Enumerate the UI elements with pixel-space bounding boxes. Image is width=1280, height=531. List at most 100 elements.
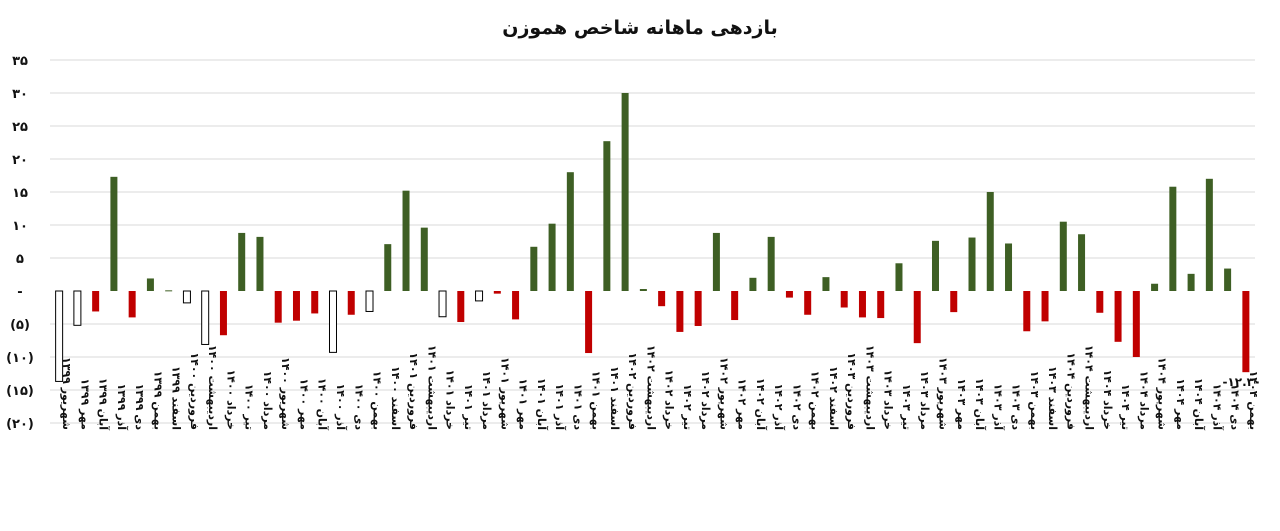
x-tick-label: خرداد ۱۴۰۱	[444, 369, 457, 430]
x-tick-label: آذر ۱۴۰۴	[1210, 384, 1224, 431]
x-tick-label: شهریور ۱۴۰۲	[717, 357, 730, 430]
x-tick-label: مهر ۱۴۰۱	[517, 378, 530, 430]
y-tick-label: -	[17, 285, 22, 300]
bar	[420, 227, 428, 291]
x-axis-labels: شهریور ۱۳۹۹ مهر ۱۳۹۹ آبان ۱۳۹۹ آذر ۱۳۹۹ دی ۱…	[60, 345, 1260, 431]
x-tick-label: مهر ۱۴۰۳	[955, 378, 968, 430]
x-tick-label: آذر ۱۴۰۱	[553, 384, 567, 431]
bar	[512, 291, 520, 320]
bar	[457, 291, 465, 323]
bar	[877, 291, 885, 319]
x-tick-label: بهمن ۱۴۰۲	[809, 371, 822, 430]
x-tick-label: فروردین ۱۴۰۱	[407, 352, 420, 430]
bar	[256, 236, 264, 291]
x-tick-label: مرداد ۱۴۰۰	[261, 371, 274, 430]
bar	[931, 240, 939, 291]
y-tick-label: ۵	[16, 252, 24, 267]
bar	[328, 290, 337, 353]
bars	[55, 93, 1250, 382]
bar	[238, 232, 246, 291]
bar	[548, 223, 556, 291]
x-tick-label: آذر ۱۴۰۳	[991, 384, 1005, 431]
bar	[311, 291, 319, 314]
x-tick-label: فروردین ۱۴۰۲	[626, 352, 639, 430]
x-tick-label: اسفند ۱۳۹۹	[170, 366, 183, 430]
x-tick-label: مرداد ۱۴۰۲	[699, 371, 712, 430]
bar	[658, 291, 666, 307]
bar	[950, 291, 958, 313]
x-tick-label: اسفند ۱۴۰۰	[389, 366, 402, 430]
bar	[146, 278, 154, 291]
bar	[92, 291, 100, 312]
chart-title: بازدهی ماهانه شاخص هموزن	[502, 17, 777, 39]
bar	[731, 291, 739, 321]
y-tick-label: ۳۰	[12, 87, 28, 102]
y-tick-label: (۱۰)	[6, 351, 34, 366]
data-labels: -۱۲.۳۰	[1222, 375, 1261, 389]
bar	[128, 291, 136, 318]
bar	[585, 291, 593, 354]
bar	[566, 172, 574, 291]
bar	[986, 192, 994, 291]
x-tick-label: مرداد ۱۴۰۳	[918, 371, 931, 430]
bar	[749, 277, 757, 291]
bar	[1059, 221, 1067, 291]
y-tick-label: ۱۵	[12, 186, 28, 201]
x-tick-label: دی ۱۴۰۲	[790, 384, 803, 431]
x-tick-label: آذر ۱۴۰۲	[772, 384, 786, 431]
x-tick-label: آبان ۱۳۹۹	[97, 378, 111, 430]
x-tick-label: تیر ۱۴۰۲	[681, 384, 694, 430]
x-tick-label: مرداد ۱۴۰۴	[1137, 371, 1150, 430]
x-tick-label: اردیبهشت ۱۴۰۰	[206, 345, 219, 430]
bar	[55, 290, 64, 382]
x-tick-label: خرداد ۱۴۰۴	[1101, 369, 1114, 430]
bar	[1205, 178, 1213, 291]
x-tick-label: شهریور ۱۴۰۳	[936, 357, 949, 430]
x-tick-label: اردیبهشت ۱۴۰۱	[425, 345, 438, 430]
x-tick-label: آذر ۱۳۹۹	[115, 384, 129, 431]
bar	[1224, 268, 1232, 291]
bar	[639, 289, 647, 291]
bar	[603, 141, 611, 291]
x-tick-label: شهریور ۱۴۰۰	[279, 357, 292, 430]
bar	[1169, 186, 1177, 291]
bar	[475, 290, 484, 302]
bar	[292, 291, 300, 321]
bar	[1132, 291, 1140, 357]
x-tick-label: شهریور ۱۴۰۴	[1156, 357, 1169, 430]
bar	[1041, 291, 1049, 322]
bar	[1151, 283, 1159, 291]
bar	[165, 290, 173, 292]
bar	[621, 93, 629, 291]
x-tick-label: مهر ۱۴۰۲	[736, 378, 749, 430]
bar	[895, 263, 903, 291]
bar	[767, 236, 775, 291]
x-tick-label: اسفند ۱۴۰۱	[608, 366, 621, 430]
x-tick-label: بهمن ۱۴۰۱	[590, 371, 603, 430]
bar	[968, 237, 976, 291]
x-tick-label: دی ۱۴۰۴	[1229, 384, 1242, 431]
x-tick-label: تیر ۱۴۰۳	[900, 384, 913, 430]
x-tick-label: دی ۱۴۰۳	[1010, 384, 1023, 431]
y-tick-label: (۵)	[10, 318, 30, 333]
bar	[530, 246, 538, 291]
bar	[712, 232, 720, 291]
x-tick-label: دی ۱۳۹۹	[133, 384, 146, 431]
y-tick-label: ۳۵	[12, 54, 28, 69]
x-tick-label: تیر ۱۴۰۴	[1119, 384, 1132, 430]
bar	[347, 291, 355, 315]
x-tick-label: بهمن ۱۴۰۰	[371, 371, 384, 430]
y-tick-label: ۱۰	[12, 219, 28, 234]
x-tick-label: دی ۱۴۰۱	[571, 384, 584, 431]
x-tick-label: آبان ۱۴۰۱	[535, 378, 549, 430]
gridlines	[50, 59, 1255, 424]
bar	[1242, 291, 1250, 373]
bar	[219, 291, 227, 336]
x-tick-label: مهر ۱۴۰۴	[1174, 378, 1187, 430]
y-tick-label: (۱۵)	[6, 384, 34, 399]
bar	[1023, 291, 1031, 332]
x-tick-label: آبان ۱۴۰۰	[316, 378, 330, 430]
bar	[822, 277, 830, 291]
y-tick-label: ۲۵	[12, 120, 28, 135]
